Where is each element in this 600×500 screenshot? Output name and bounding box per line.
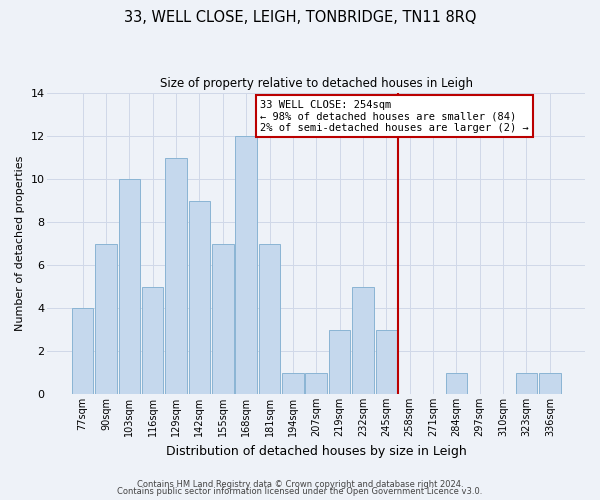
Bar xyxy=(446,372,467,394)
Title: Size of property relative to detached houses in Leigh: Size of property relative to detached ho… xyxy=(160,78,473,90)
Text: Contains public sector information licensed under the Open Government Licence v3: Contains public sector information licen… xyxy=(118,487,482,496)
Bar xyxy=(329,330,350,394)
Bar xyxy=(516,372,537,394)
Bar xyxy=(352,286,374,394)
Bar xyxy=(376,330,397,394)
Bar xyxy=(142,286,163,394)
Bar xyxy=(188,200,210,394)
Text: 33 WELL CLOSE: 254sqm
← 98% of detached houses are smaller (84)
2% of semi-detac: 33 WELL CLOSE: 254sqm ← 98% of detached … xyxy=(260,100,529,132)
Y-axis label: Number of detached properties: Number of detached properties xyxy=(15,156,25,331)
Bar xyxy=(305,372,327,394)
Text: Contains HM Land Registry data © Crown copyright and database right 2024.: Contains HM Land Registry data © Crown c… xyxy=(137,480,463,489)
Bar xyxy=(166,158,187,394)
Bar xyxy=(119,179,140,394)
Text: 33, WELL CLOSE, LEIGH, TONBRIDGE, TN11 8RQ: 33, WELL CLOSE, LEIGH, TONBRIDGE, TN11 8… xyxy=(124,10,476,25)
Bar xyxy=(235,136,257,394)
X-axis label: Distribution of detached houses by size in Leigh: Distribution of detached houses by size … xyxy=(166,444,467,458)
Bar xyxy=(95,244,117,394)
Bar xyxy=(212,244,233,394)
Bar xyxy=(539,372,560,394)
Bar xyxy=(72,308,94,394)
Bar xyxy=(282,372,304,394)
Bar xyxy=(259,244,280,394)
